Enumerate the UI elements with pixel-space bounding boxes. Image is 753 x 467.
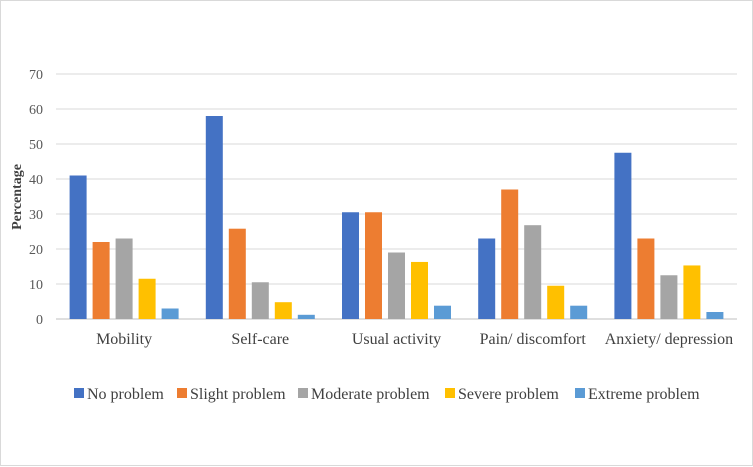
legend-label: Severe problem (458, 386, 559, 403)
x-tick-label: Mobility (96, 331, 152, 348)
bar-extreme-problem-2 (434, 305, 451, 319)
bar-slight-problem-0 (92, 242, 110, 319)
bar-slight-problem-1 (228, 228, 246, 319)
bar-extreme-problem-1 (297, 314, 315, 319)
bar-moderate-problem-3 (524, 225, 542, 319)
bar-no-problem-4 (614, 152, 632, 319)
legend-label: No problem (87, 386, 164, 403)
bar-slight-problem-4 (637, 238, 655, 319)
bar-severe-problem-2 (411, 261, 428, 319)
legend-swatch (575, 388, 585, 398)
gridlines (56, 73, 737, 320)
y-tick-label: 10 (29, 278, 43, 293)
bar-moderate-problem-2 (388, 252, 405, 319)
legend-swatch (445, 388, 455, 398)
y-tick-label: 0 (36, 313, 43, 328)
bar-moderate-problem-1 (251, 282, 269, 319)
x-tick-label: Self-care (231, 331, 289, 348)
bar-moderate-problem-0 (115, 238, 133, 319)
bar-severe-problem-3 (547, 285, 565, 319)
bar-severe-problem-4 (683, 265, 701, 319)
legend-swatch (74, 388, 84, 398)
legend-label: Moderate problem (311, 386, 430, 403)
x-axis-categories: Mobility Self-care Usual activity Pain/ dis… (96, 331, 733, 348)
x-tick-label: Usual activity (352, 331, 441, 348)
y-axis-label: Percentage (10, 164, 25, 230)
bar-no-problem-2 (342, 212, 359, 319)
x-tick-label: Pain/ discomfort (480, 331, 587, 348)
bar-no-problem-1 (205, 116, 223, 319)
bar-extreme-problem-4 (706, 312, 724, 319)
bar-slight-problem-2 (365, 212, 382, 319)
legend: No problem Slight problem Moderate problem… (74, 386, 700, 403)
bar-slight-problem-3 (501, 189, 519, 319)
bar-extreme-problem-3 (570, 305, 588, 319)
bar-severe-problem-0 (138, 278, 156, 319)
y-tick-label: 40 (29, 173, 43, 188)
legend-label: Slight problem (190, 386, 286, 403)
bar-severe-problem-1 (274, 302, 292, 319)
bars (69, 116, 724, 319)
bar-no-problem-0 (69, 175, 87, 319)
bar-extreme-problem-0 (161, 308, 179, 319)
x-tick-label: Anxiety/ depression (605, 331, 733, 348)
y-tick-label: 30 (29, 208, 43, 223)
y-tick-label: 70 (29, 68, 43, 83)
y-tick-label: 20 (29, 243, 43, 258)
y-tick-label: 60 (29, 103, 43, 118)
bar-moderate-problem-4 (660, 275, 678, 319)
y-tick-label: 50 (29, 138, 43, 153)
legend-swatch (177, 388, 187, 398)
legend-label: Extreme problem (588, 386, 700, 403)
bar-no-problem-3 (478, 238, 496, 319)
y-axis-ticks: 0 10 20 30 40 50 60 70 (29, 68, 43, 328)
legend-swatch (298, 388, 308, 398)
